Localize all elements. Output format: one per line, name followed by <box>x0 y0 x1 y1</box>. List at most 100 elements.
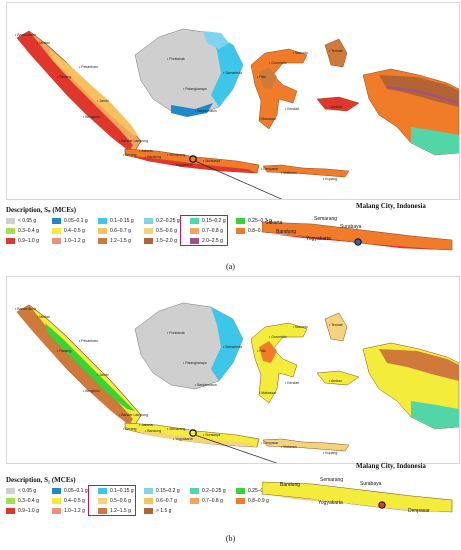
legend-swatch <box>6 487 15 494</box>
city-label: • Samarinda <box>223 71 243 75</box>
sulawesi-central <box>259 341 277 363</box>
inset-city-label: Yogyakarta <box>318 500 343 506</box>
legend-item: 0.25–0.3 g <box>236 216 280 225</box>
inset-city-label: Denpasar <box>408 508 430 514</box>
city-label: • Manado <box>293 325 308 329</box>
legend-item: 0.2–0.25 g <box>190 486 234 495</box>
legend-swatch <box>144 217 153 224</box>
city-label: • Mataram <box>281 171 298 175</box>
indonesia-s1-map: • Banda Aceh • Medan • Padang • Pekanbaru • … <box>6 276 460 464</box>
legend-label: 0.2–0.25 g <box>202 487 226 494</box>
city-label: • Samarinda <box>223 345 243 349</box>
legend-label: 0.05–0.1 g <box>64 487 88 494</box>
legend-label: 0.1–0.15 g <box>110 487 134 494</box>
city-label: • Surabaya <box>203 433 221 437</box>
city-label: • Pekanbaru <box>79 65 99 69</box>
legend-item: 0.6–0.7 g <box>144 496 188 505</box>
legend-swatch <box>190 237 199 244</box>
inset-city-label: Bandung <box>280 482 301 488</box>
city-label: • Pontianak <box>167 57 185 61</box>
legend-item: 0.05–0.1 g <box>52 486 96 495</box>
legend-label: 0.6–0.7 g <box>156 497 177 504</box>
legend-swatch <box>98 237 107 244</box>
city-label: • Bandar Lampung <box>119 413 149 417</box>
legend-swatch <box>236 217 245 224</box>
inset-city-label: Bandung <box>276 229 297 235</box>
legend-item: 0.4–0.5 g <box>52 226 96 235</box>
malang-marker-b <box>189 429 197 437</box>
legend-label: 0.1–0.15 g <box>110 217 134 224</box>
papua-north <box>379 349 459 381</box>
papua-south <box>411 401 459 429</box>
inset-city-label: Semarang <box>314 216 338 222</box>
legend-swatch <box>144 507 153 514</box>
legend-swatch <box>52 507 61 514</box>
inset-city-label: Surabaya <box>360 481 382 487</box>
legend-item: 0.7–0.8 g <box>190 226 234 235</box>
city-label: • Medan <box>37 315 50 319</box>
city-label: • Palangkaraya <box>183 361 207 365</box>
malang-marker-a <box>189 155 197 163</box>
legend-swatch <box>236 487 245 494</box>
kalimantan-south <box>171 103 213 117</box>
legend-swatch <box>52 227 61 234</box>
city-label: • Manado <box>293 51 308 55</box>
inset-title-b: Malang City, Indonesia <box>356 462 426 470</box>
city-label: • Pekanbaru <box>79 339 99 343</box>
legend-item: 0.3–0.4 g <box>6 226 50 235</box>
legend-label: 0.9–1.0 g <box>18 507 39 514</box>
city-label: • Ambon <box>329 105 343 109</box>
legend-item: 0.3–0.4 g <box>6 496 50 505</box>
legend-label: > 1.5 g <box>156 507 172 514</box>
legend-label: 0.5–0.6 g <box>110 497 131 504</box>
legend-item: 0.05–0.1 g <box>52 216 96 225</box>
legend-item: 0.8–0.9 g <box>236 496 280 505</box>
caption-b: (b) <box>225 534 236 543</box>
city-label: • Bandar Lampung <box>119 139 149 143</box>
legend-label: 0.6–0.7 g <box>110 227 131 234</box>
legend-swatch <box>52 217 61 224</box>
legend-label: 0.3–0.4 g <box>18 227 39 234</box>
city-label: • Padang <box>57 75 72 79</box>
city-label: • Yogyakarta <box>173 163 193 167</box>
city-label: • Jakarta <box>139 149 153 153</box>
legend-highlight-s1 <box>88 485 136 516</box>
sumatra-west-coast-high <box>17 31 133 151</box>
legend-label: 0.9–1.0 g <box>18 237 39 244</box>
caption-a: (a) <box>226 262 235 271</box>
legend-swatch <box>190 217 199 224</box>
city-label: • Semarang <box>167 153 186 157</box>
legend-swatch <box>98 217 107 224</box>
legend-item: 0.6–0.7 g <box>98 226 142 235</box>
city-label: • Banda Aceh <box>15 33 37 37</box>
legend-label: 0.7–0.8 g <box>202 497 223 504</box>
inset-title-a: Malang City, Indonesia <box>356 202 426 210</box>
legend-swatch <box>98 487 107 494</box>
sumatra-central <box>45 323 135 411</box>
city-label: • Makassar <box>259 391 277 395</box>
legend-item: 1.5–2.0 g <box>144 236 188 245</box>
city-label: • Makassar <box>259 117 277 121</box>
legend-label: 1.5–2.0 g <box>156 237 177 244</box>
legend-item: 0.7–0.8 g <box>190 496 234 505</box>
legend-swatch <box>190 487 199 494</box>
legend-label: 2.0–2.5 g <box>202 237 223 244</box>
city-label: • Semarang <box>167 427 186 431</box>
legend-title-s1: Description, S₁ (MCEs) <box>6 476 76 484</box>
legend-swatch <box>144 227 153 234</box>
pointer-line-a <box>194 160 283 199</box>
city-label: • Surabaya <box>203 159 221 163</box>
legend-item: 0.25–0.3 g <box>236 486 280 495</box>
legend-item: 0.5–0.6 g <box>144 226 188 235</box>
legend-item: < 0.05 g <box>6 216 50 225</box>
city-label: • Banjarmasin <box>195 383 217 387</box>
legend-item: 0.1–0.15 g <box>98 216 142 225</box>
papua-fault <box>386 86 459 104</box>
legend-item: 2.0–2.5 g <box>190 236 234 245</box>
city-label: • Palu <box>257 349 267 353</box>
legend-swatch <box>52 237 61 244</box>
city-label: • Banjarmasin <box>195 109 217 113</box>
legend-item: < 0.05 g <box>6 486 50 495</box>
maluku-north <box>324 312 348 342</box>
nusa-tenggara <box>262 438 350 452</box>
